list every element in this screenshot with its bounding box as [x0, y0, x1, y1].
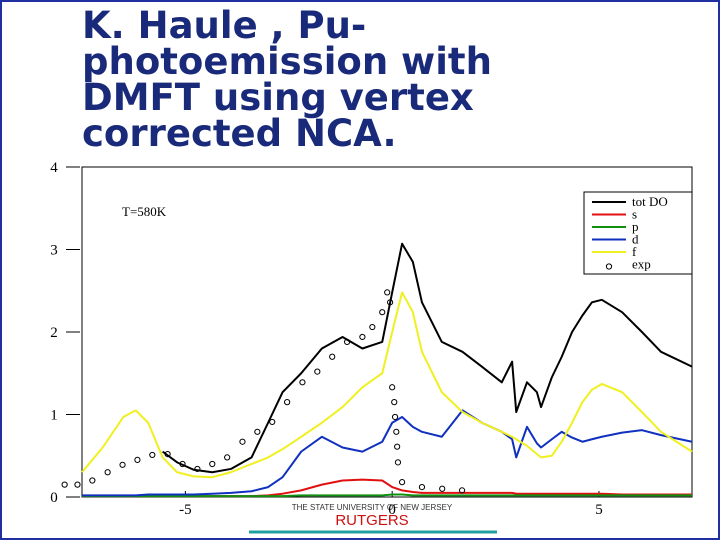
series-line	[82, 409, 693, 497]
rutgers: RUTGERS	[335, 512, 408, 529]
data-point	[284, 399, 291, 406]
series-line	[162, 242, 693, 474]
x-tick-label: 5	[595, 502, 603, 518]
title-line: K. Haule , Pu-	[82, 4, 367, 47]
legend-label: d	[632, 232, 639, 247]
legend-marker	[605, 263, 613, 270]
plot-frame	[81, 166, 693, 498]
data-point	[89, 477, 96, 484]
x-tick-label: 0	[388, 502, 396, 518]
y-tick-label: 3	[50, 243, 58, 259]
data-point	[74, 481, 81, 488]
data-point	[387, 299, 394, 306]
title-line: corrected NCA.	[82, 112, 397, 155]
data-point	[209, 460, 216, 468]
y-tick-label: 1	[50, 408, 58, 424]
data-point	[393, 428, 400, 435]
university: THE STATE UNIVERSITY OF NEW JERSEY	[292, 503, 453, 512]
data-point	[343, 338, 351, 345]
data-point	[329, 353, 336, 360]
legend-box	[583, 191, 693, 275]
data-point	[439, 485, 446, 492]
data-point	[359, 333, 366, 341]
data-point	[149, 451, 156, 459]
data-point	[269, 418, 276, 426]
y-tick-label: 4	[50, 160, 58, 176]
series-line	[82, 493, 692, 498]
data-point	[391, 413, 399, 421]
title-line: DMFT using vertex	[82, 76, 474, 119]
data-point	[384, 289, 391, 296]
y-tick-label: 2	[50, 325, 58, 341]
data-point	[254, 428, 261, 435]
title-line: photoemission with	[82, 40, 492, 83]
x-tick-label: -5	[179, 502, 192, 518]
data-point	[61, 481, 68, 488]
data-point	[418, 484, 426, 491]
data-point	[394, 459, 402, 466]
data-point	[194, 465, 201, 473]
data-point	[394, 443, 401, 450]
data-point	[239, 438, 246, 445]
data-point	[134, 456, 141, 463]
legend-label: s	[632, 207, 637, 222]
annotation: T=580K	[122, 204, 167, 219]
data-point	[389, 384, 396, 391]
data-point	[369, 323, 376, 331]
data-point	[458, 487, 466, 494]
data-point	[164, 451, 171, 458]
data-point	[379, 309, 386, 316]
legend-label: tot DO	[632, 194, 668, 209]
y-tick-label: 0	[50, 490, 58, 506]
legend-label: exp	[632, 257, 651, 272]
data-point	[224, 454, 231, 461]
data-point	[391, 399, 398, 406]
data-point	[299, 379, 306, 386]
legend-label: f	[632, 244, 637, 259]
data-point	[314, 368, 321, 375]
series-line	[81, 291, 693, 479]
slide-title: K. Haule , Pu-photoemission with DMFT usi…	[82, 4, 492, 155]
data-point	[119, 461, 126, 468]
data-point	[398, 479, 406, 486]
data-point	[179, 460, 186, 468]
data-point	[104, 469, 111, 476]
legend-label: p	[632, 219, 639, 234]
